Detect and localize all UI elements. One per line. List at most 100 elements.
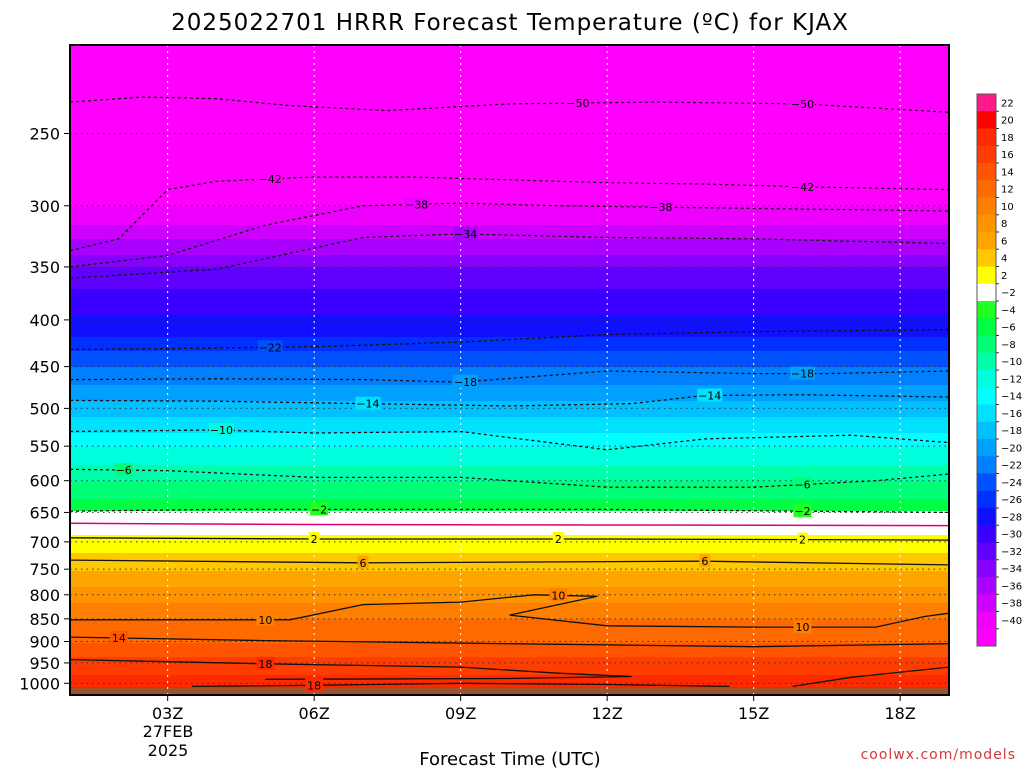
temperature-band	[70, 211, 949, 214]
temperature-band	[70, 253, 949, 256]
temperature-band	[70, 527, 949, 530]
contour-label: 10	[258, 614, 272, 627]
temperature-band	[70, 61, 949, 64]
contour-label-bg	[453, 374, 479, 388]
temperature-band	[70, 219, 949, 222]
temperature-band	[70, 189, 949, 192]
y-tick-label: 750	[29, 560, 60, 579]
contour-label: −14	[356, 398, 379, 411]
temperature-band	[70, 585, 949, 588]
contour-line	[70, 468, 949, 488]
temperature-band	[70, 501, 949, 504]
temperature-band	[70, 639, 949, 642]
temperature-band	[70, 205, 949, 208]
temperature-band	[70, 349, 949, 352]
temperature-band	[70, 87, 949, 90]
temperature-band	[70, 375, 949, 378]
chart-title: 2025022701 HRRR Forecast Temperature (ºC…	[171, 10, 849, 36]
contour-label-bg	[305, 678, 324, 692]
temperature-band	[70, 463, 949, 466]
temperature-band	[70, 269, 949, 272]
temperature-band	[70, 487, 949, 490]
temperature-band	[70, 165, 949, 168]
temperature-band	[70, 101, 949, 104]
temperature-band	[70, 257, 949, 260]
temperature-band	[70, 545, 949, 548]
colorbar-segment	[977, 421, 996, 440]
temperature-band	[70, 623, 949, 626]
credit-link[interactable]: coolwx.com/models	[861, 747, 1016, 763]
colorbar-label: 4	[1001, 254, 1007, 265]
temperature-band	[70, 555, 949, 558]
colorbar-segment	[977, 577, 996, 595]
contour-label-bg	[549, 588, 568, 602]
colorbar-segment	[977, 352, 996, 371]
temperature-band	[70, 89, 949, 92]
temperature-band	[70, 401, 949, 404]
colorbar-segment	[977, 508, 996, 526]
temperature-band	[70, 141, 949, 144]
temperature-band	[70, 303, 949, 306]
temperature-band	[70, 131, 949, 134]
temperature-band	[70, 321, 949, 324]
x-axis: 03Z 06Z 09Z 12Z 15Z 18Z	[152, 695, 916, 723]
temperature-band	[70, 503, 949, 506]
temperature-band	[70, 477, 949, 480]
temperature-band	[70, 117, 949, 120]
temperature-band	[70, 107, 949, 110]
temperature-band	[70, 483, 949, 486]
temperature-band	[70, 329, 949, 332]
temperature-band	[70, 97, 949, 100]
y-tick-label: 1000	[19, 674, 60, 693]
temperature-band	[70, 371, 949, 374]
contour-label: 6	[701, 555, 708, 568]
temperature-band	[70, 181, 949, 184]
contour-label: −18	[791, 368, 814, 381]
temperature-band	[70, 529, 949, 532]
temperature-band	[70, 603, 949, 606]
colorbar-label: 6	[1001, 236, 1007, 247]
contour-line	[70, 559, 949, 566]
contour-label: 18	[307, 679, 321, 692]
temperature-band	[70, 459, 949, 462]
temperature-fill	[70, 45, 949, 695]
x-date-day: 27FEB	[143, 722, 194, 741]
x-tick-label: 15Z	[738, 704, 769, 723]
temperature-band	[70, 231, 949, 234]
temperature-band	[70, 293, 949, 296]
contour-label-bg	[790, 179, 815, 193]
colorbar-segment	[977, 94, 996, 112]
contour-label-bg	[697, 388, 723, 402]
colorbar-label: −20	[1001, 443, 1022, 454]
contour-label: −2	[794, 505, 810, 518]
contour-label-bg	[565, 96, 591, 110]
colorbar-segment	[977, 232, 996, 250]
temperature-band	[70, 365, 949, 368]
temperature-band	[70, 395, 949, 398]
colorbar-segment	[977, 318, 996, 336]
temperature-band	[70, 511, 949, 514]
contour-label: 2	[799, 534, 806, 547]
colorbar-label: −34	[1001, 564, 1022, 575]
y-tick-label: 450	[29, 358, 60, 377]
colorbar-label: −40	[1001, 616, 1022, 627]
temperature-band	[70, 237, 949, 240]
temperature-band	[70, 327, 949, 330]
temperature-band	[70, 423, 949, 426]
temperature-band	[70, 439, 949, 442]
temperature-band	[70, 151, 949, 154]
temperature-band	[70, 449, 949, 452]
temperature-band	[70, 625, 949, 628]
temperature-band	[70, 197, 949, 200]
temperature-band	[70, 553, 949, 556]
temperature-band	[70, 675, 949, 678]
colorbar-segment	[977, 283, 996, 302]
colorbar-segment	[977, 163, 996, 181]
temperature-band	[70, 571, 949, 574]
y-tick-label: 700	[29, 533, 60, 552]
contour-label: −2	[311, 503, 327, 516]
temperature-band	[70, 309, 949, 312]
temperature-band	[70, 595, 949, 598]
temperature-band	[70, 391, 949, 394]
